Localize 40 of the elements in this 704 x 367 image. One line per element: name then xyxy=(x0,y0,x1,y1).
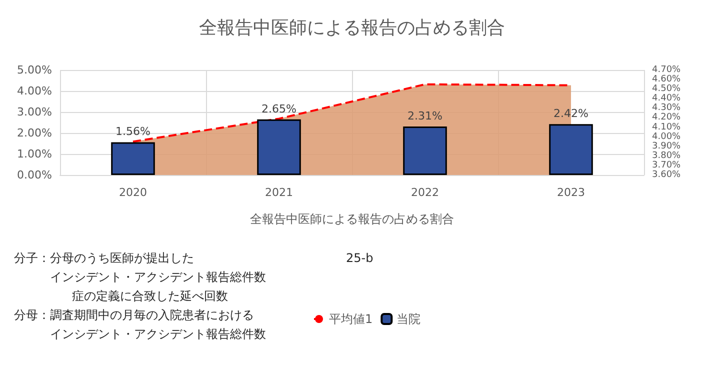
y2-tick-label: 4.00% xyxy=(652,132,682,142)
data-label: 2.42% xyxy=(554,107,588,120)
y2-tick-label: 3.90% xyxy=(652,141,682,152)
bar xyxy=(257,119,301,175)
y2-tick-label: 3.70% xyxy=(652,160,682,170)
y-tick-label: 5.00% xyxy=(17,64,52,76)
y2-tick-label: 4.70% xyxy=(652,65,682,75)
bar xyxy=(403,126,447,175)
text: 25-b xyxy=(346,251,374,265)
x-tick-label: 2023 xyxy=(557,186,585,199)
text: 分母：調査期間中の月毎の入院患者における xyxy=(14,308,254,322)
text: 分子：分母のうち医師が提出した xyxy=(14,251,194,265)
y2-tick-label: 4.10% xyxy=(652,122,682,132)
y2-tick-label: 3.80% xyxy=(652,150,682,161)
text: インシデント・アクシデント報告総件数 xyxy=(50,327,266,341)
x-tick-label: 2022 xyxy=(411,186,439,199)
data-label: 2.65% xyxy=(262,102,296,116)
y-tick-label: 0.00% xyxy=(17,168,52,182)
bar xyxy=(111,142,155,175)
bar xyxy=(549,124,593,175)
x-axis-title: 全報告中医師による報告の占める割合 xyxy=(250,212,454,226)
chart-title: 全報告中医師による報告の占める割合 xyxy=(199,18,505,38)
y2-tick-label: 3.60% xyxy=(652,170,682,180)
y2-tick-label: 4.20% xyxy=(652,112,682,123)
y-tick-label: 2.00% xyxy=(17,126,52,140)
y-tick-label: 4.00% xyxy=(17,84,52,98)
text: インシデント・アクシデント報告総件数 xyxy=(50,270,266,284)
legend-label: 平均値1 xyxy=(329,312,373,326)
y2-tick-label: 4.50% xyxy=(652,84,682,94)
y2-tick-label: 4.30% xyxy=(652,103,682,114)
text: 症の定義に合致した延べ回数 xyxy=(72,289,228,303)
y-tick-label: 1.00% xyxy=(17,148,52,160)
y2-tick-label: 4.40% xyxy=(652,94,682,104)
x-tick-label: 2020 xyxy=(119,186,147,199)
y-tick-label: 3.00% xyxy=(17,106,52,118)
data-label: 2.31% xyxy=(408,109,442,122)
x-tick-label: 2021 xyxy=(265,186,293,199)
y2-tick-label: 4.60% xyxy=(652,74,682,85)
legend-label: 当院 xyxy=(396,312,421,326)
data-label: 1.56% xyxy=(116,125,150,138)
